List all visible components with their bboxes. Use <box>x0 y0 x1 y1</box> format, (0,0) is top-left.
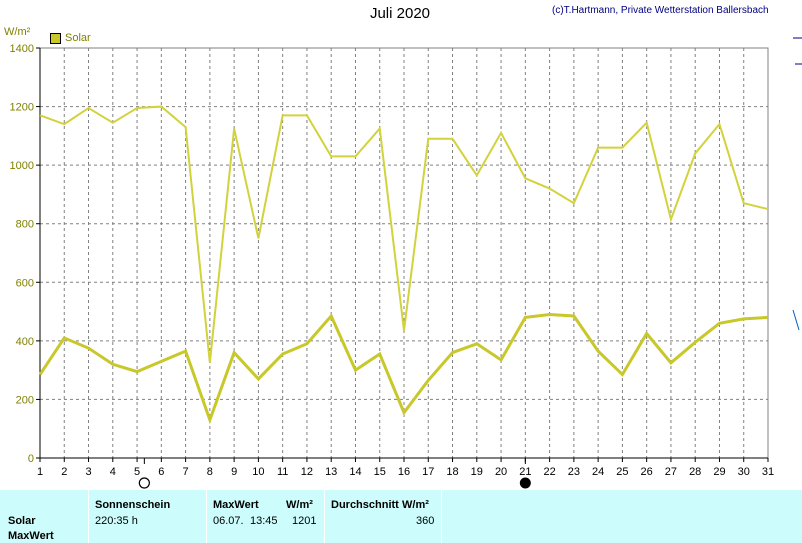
sunshine-header: Sonnenschein <box>95 499 171 511</box>
x-tick-label: 18 <box>446 466 458 478</box>
y-tick-label: 1200 <box>10 102 34 114</box>
maxwert-header: MaxWert <box>213 499 259 511</box>
y-axis-unit: W/m² <box>4 26 31 38</box>
x-tick-label: 23 <box>568 466 580 478</box>
legend-swatch <box>50 32 61 44</box>
avg-value: 360 <box>416 515 435 527</box>
x-tick-label: 24 <box>592 466 604 478</box>
y-tick-label: 1000 <box>10 160 34 172</box>
copyright-text: (c)T.Hartmann, Private Wetterstation Bal… <box>552 5 769 16</box>
new-moon-marker <box>519 477 531 489</box>
x-tick-label: 29 <box>713 466 725 478</box>
avg-unit: W/m² <box>402 499 429 511</box>
x-tick-label: 30 <box>738 466 750 478</box>
x-tick-label: 25 <box>616 466 628 478</box>
footer-divider <box>441 490 442 543</box>
x-tick-label: 2 <box>61 466 67 478</box>
x-tick-label: 6 <box>158 466 164 478</box>
x-tick-label: 1 <box>37 466 43 478</box>
row-label-maxwert: MaxWert <box>8 530 54 542</box>
y-tick-label: 200 <box>16 394 34 406</box>
x-tick-label: 20 <box>495 466 507 478</box>
y-tick-label: 400 <box>16 336 34 348</box>
x-tick-label: 4 <box>110 466 116 478</box>
maxwert-date: 06.07. <box>213 515 244 527</box>
x-tick-label: 27 <box>665 466 677 478</box>
x-tick-label: 11 <box>277 466 288 478</box>
legend-label: Solar <box>65 32 91 44</box>
x-tick-label: 12 <box>301 466 313 478</box>
x-tick-label: 26 <box>641 466 653 478</box>
x-tick-label: 31 <box>762 466 774 478</box>
x-tick-label: 28 <box>689 466 701 478</box>
series-line-1 <box>39 105 769 363</box>
maxwert-unit: W/m² <box>286 499 313 511</box>
x-tick-label: 9 <box>231 466 237 478</box>
x-tick-label: 16 <box>398 466 410 478</box>
y-tick-label: 600 <box>16 277 34 289</box>
avg-header: Durchschnitt <box>331 499 399 511</box>
x-tick-label: 3 <box>85 466 91 478</box>
summary-footer: Solar MaxWert Sonnenschein 220:35 h MaxW… <box>0 490 802 543</box>
sunshine-value: 220:35 h <box>95 515 138 527</box>
y-tick-label: 800 <box>16 219 34 231</box>
legend: Solar <box>50 32 91 44</box>
chart-title: Juli 2020 <box>369 5 431 22</box>
right-edge-fragment <box>792 37 802 331</box>
x-tick-label: 8 <box>207 466 213 478</box>
x-tick-label: 19 <box>471 466 483 478</box>
y-tick-label: 0 <box>28 453 34 465</box>
x-tick-label: 17 <box>422 466 434 478</box>
footer-divider <box>206 490 207 543</box>
x-tick-label: 15 <box>374 466 386 478</box>
y-tick-label: 1400 <box>10 43 34 55</box>
maxwert-value: 1201 <box>292 515 317 527</box>
x-tick-label: 5 <box>134 466 140 478</box>
x-tick-label: 21 <box>519 466 531 478</box>
x-tick-label: 14 <box>349 466 361 478</box>
x-tick-label: 7 <box>183 466 189 478</box>
series-line-2 <box>38 312 769 425</box>
footer-divider <box>324 490 325 543</box>
footer-divider <box>88 490 89 543</box>
full-moon-marker <box>138 477 150 489</box>
x-tick-label: 13 <box>325 466 337 478</box>
x-tick-label: 22 <box>543 466 555 478</box>
maxwert-time: 13:45 <box>250 515 278 527</box>
x-tick-label: 10 <box>252 466 264 478</box>
row-label-solar: Solar <box>8 515 36 527</box>
